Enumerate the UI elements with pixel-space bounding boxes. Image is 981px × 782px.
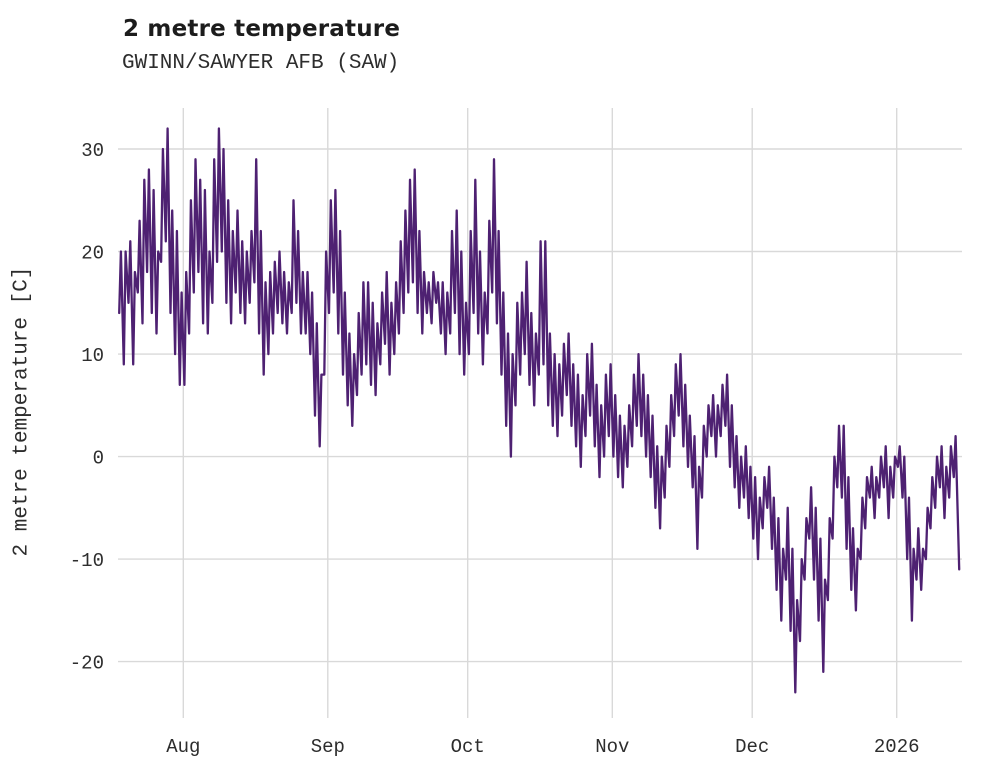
x-tick-label: Oct xyxy=(451,736,485,758)
y-tick-label: -10 xyxy=(70,550,104,572)
x-tick-label: Dec xyxy=(735,736,769,758)
y-tick-label: -20 xyxy=(70,653,104,675)
x-tick-label: Aug xyxy=(166,736,200,758)
x-tick-label: Nov xyxy=(595,736,629,758)
x-tick-label: 2026 xyxy=(874,736,920,758)
chart-subtitle: GWINN/SAWYER AFB (SAW) xyxy=(122,52,400,75)
temperature-line xyxy=(118,127,961,694)
y-tick-label: 20 xyxy=(81,243,104,265)
chart-title: 2 metre temperature xyxy=(123,16,401,42)
y-tick-label: 10 xyxy=(81,345,104,367)
x-tick-label: Sep xyxy=(311,736,345,758)
y-tick-label: 30 xyxy=(81,140,104,162)
y-tick-label: 0 xyxy=(93,448,104,470)
